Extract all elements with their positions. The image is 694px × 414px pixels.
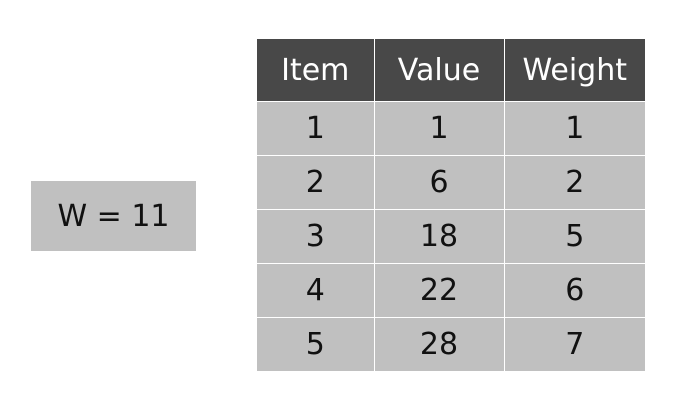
capacity-text: W = 11 — [57, 198, 170, 234]
cell-item: 3 — [257, 209, 375, 264]
header-weight: Weight — [503, 39, 645, 102]
cell-value: 18 — [373, 209, 505, 264]
cell-weight: 1 — [503, 101, 645, 156]
table-header-row: Item Value Weight — [257, 39, 645, 102]
cell-item: 2 — [257, 155, 375, 210]
table-row: 5 28 7 — [257, 317, 645, 371]
capacity-label: W = 11 — [31, 181, 196, 251]
cell-value: 6 — [373, 155, 505, 210]
header-item: Item — [257, 39, 375, 102]
cell-item: 4 — [257, 263, 375, 318]
cell-value: 28 — [373, 317, 505, 371]
cell-item: 5 — [257, 317, 375, 371]
header-value: Value — [373, 39, 505, 102]
cell-value: 22 — [373, 263, 505, 318]
cell-weight: 7 — [503, 317, 645, 371]
cell-weight: 2 — [503, 155, 645, 210]
table-row: 3 18 5 — [257, 209, 645, 264]
cell-weight: 5 — [503, 209, 645, 264]
cell-value: 1 — [373, 101, 505, 156]
table-row: 4 22 6 — [257, 263, 645, 318]
items-table: Item Value Weight 1 1 1 2 6 2 3 18 5 4 2… — [257, 39, 645, 371]
table-row: 2 6 2 — [257, 155, 645, 210]
table-row: 1 1 1 — [257, 101, 645, 156]
cell-weight: 6 — [503, 263, 645, 318]
cell-item: 1 — [257, 101, 375, 156]
